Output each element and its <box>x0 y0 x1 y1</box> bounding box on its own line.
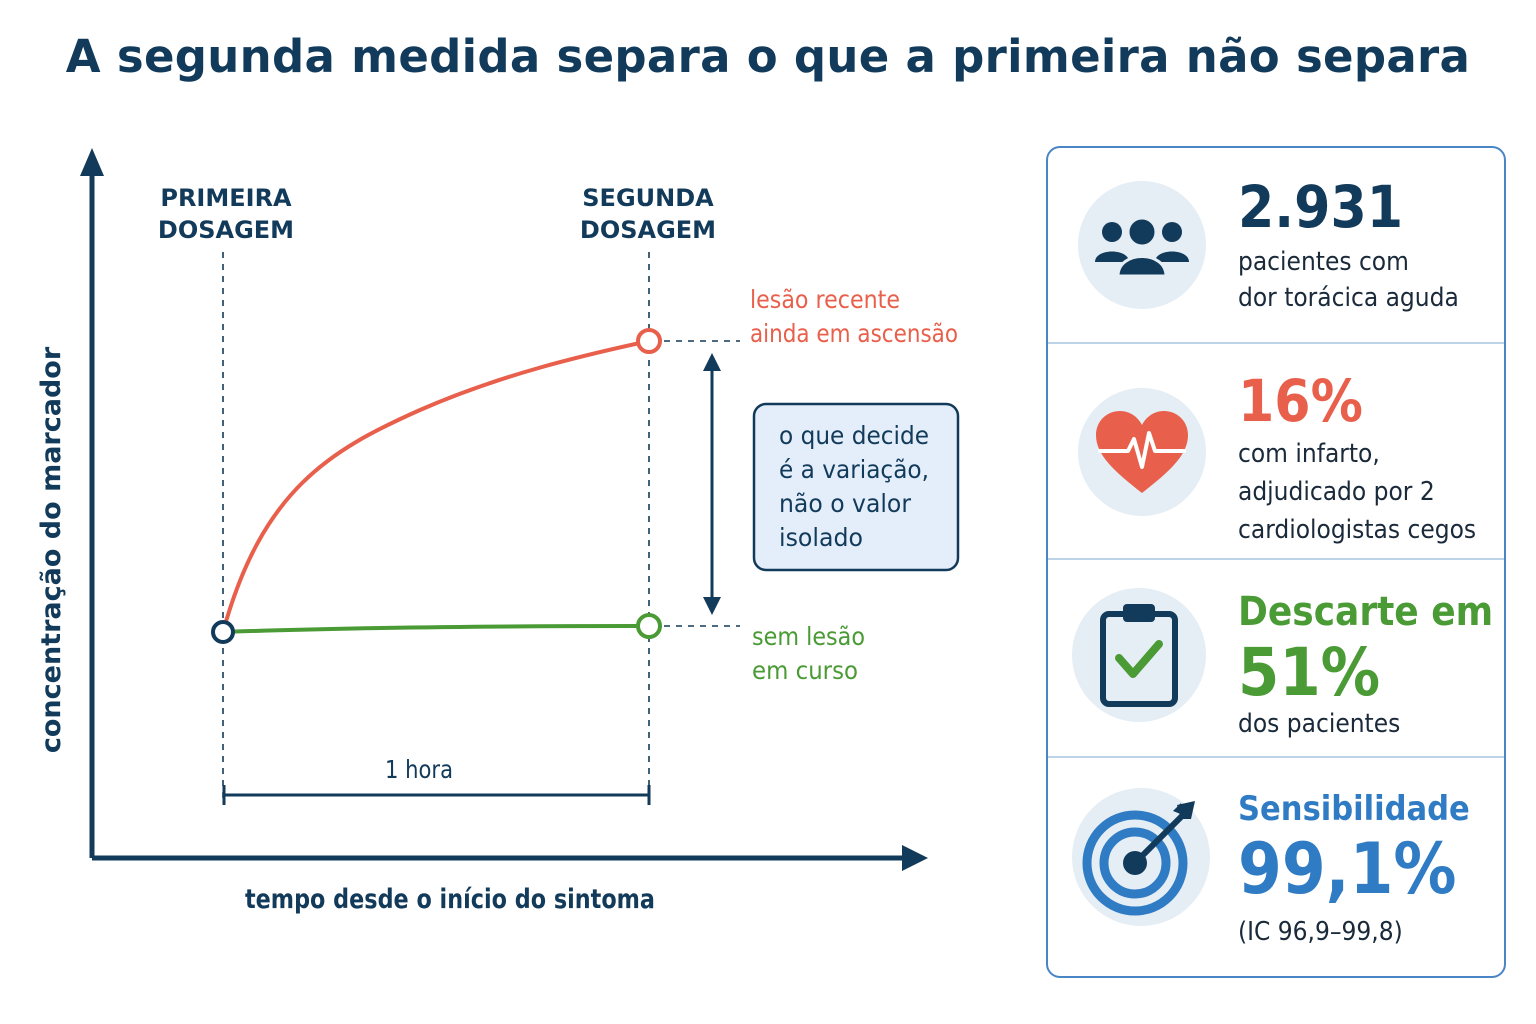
stat-divider <box>1048 558 1504 560</box>
sensitivity-ci: (IC 96,9–99,8) <box>1238 917 1403 947</box>
page-title: A segunda medida separa o que a primeira… <box>65 30 1471 83</box>
y-axis-label: concentração do marcador <box>36 346 67 753</box>
first-measure-label-line2: DOSAGEM <box>158 216 294 244</box>
stat-patients: 2.931 pacientes com dor torácica aguda <box>1048 148 1504 342</box>
stat-divider <box>1048 756 1504 758</box>
clipboard-check-icon <box>1072 588 1206 722</box>
baseline-point <box>211 620 235 644</box>
target-icon <box>1072 788 1210 926</box>
sensitivity-value: 99,1% <box>1238 828 1457 910</box>
patients-desc-line1: pacientes com <box>1238 247 1409 277</box>
patients-desc-line2: dor torácica aguda <box>1238 283 1459 313</box>
callout-line4: isolado <box>779 523 863 552</box>
stat-sensitivity: Sensibilidade 99,1% (IC 96,9–99,8) <box>1048 758 1504 976</box>
people-icon <box>1078 181 1206 309</box>
callout-line2: é a variação, <box>779 455 929 484</box>
injury-curve <box>221 339 650 633</box>
injury-point <box>636 328 662 354</box>
interval-label: 1 hora <box>385 755 453 784</box>
infarction-desc-line1: com infarto, <box>1238 439 1380 469</box>
no-injury-point <box>636 613 662 639</box>
stat-rule-out: Descarte em 51% dos pacientes <box>1048 560 1504 756</box>
stat-infarction: 16% com infarto, adjudicado por 2 cardio… <box>1048 344 1504 558</box>
y-axis-arrowhead <box>80 148 104 176</box>
x-axis-arrowhead <box>902 845 928 871</box>
infarction-value: 16% <box>1238 367 1363 435</box>
first-measure-label-line1: PRIMEIRA <box>160 184 292 212</box>
stat-divider <box>1048 342 1504 344</box>
injury-label-line1: lesão recente <box>750 285 900 314</box>
rule-out-prefix: Descarte em <box>1238 589 1494 635</box>
no-injury-label-line1: sem lesão <box>752 622 865 651</box>
callout-box <box>752 402 960 572</box>
rule-out-desc: dos pacientes <box>1238 709 1401 739</box>
infarction-desc-line3: cardiologistas cegos <box>1238 515 1477 545</box>
infarction-desc-line2: adjudicado por 2 <box>1238 477 1435 507</box>
callout-line1: o que decide <box>779 421 929 450</box>
stats-panel: 2.931 pacientes com dor torácica aguda 1… <box>1046 146 1506 978</box>
x-axis-label: tempo desde o início do sintoma <box>245 884 655 915</box>
second-measure-label-line2: DOSAGEM <box>580 216 716 244</box>
rise-diagram: concentração do marcador tempo desde o i… <box>36 148 960 915</box>
patients-value: 2.931 <box>1238 173 1404 241</box>
rule-out-value: 51% <box>1238 634 1381 711</box>
no-injury-curve <box>222 624 650 634</box>
heart-pulse-icon <box>1078 388 1206 516</box>
callout-line3: não o valor <box>779 489 912 518</box>
sensitivity-prefix: Sensibilidade <box>1238 789 1470 829</box>
injury-label-line2: ainda em ascensão <box>750 319 958 348</box>
no-injury-label-line2: em curso <box>752 656 858 685</box>
second-measure-label-line1: SEGUNDA <box>582 184 714 212</box>
